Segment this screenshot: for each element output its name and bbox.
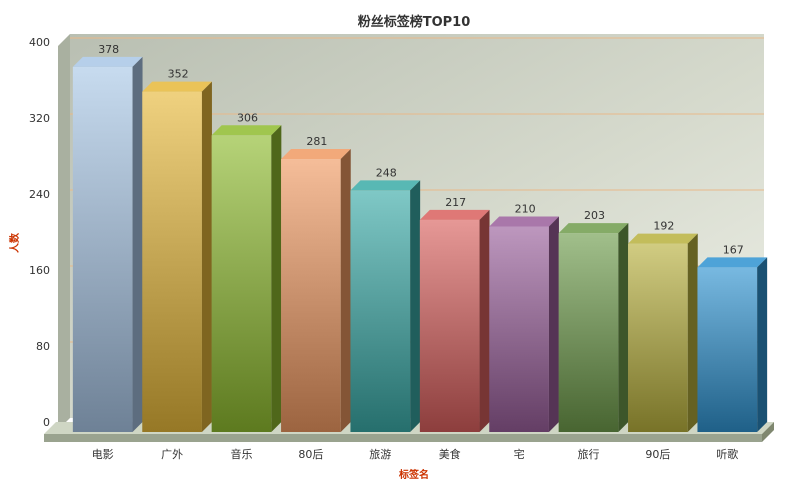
data-label: 352 [168, 68, 189, 81]
x-tick-label: 广外 [161, 448, 183, 461]
bar-side [271, 125, 282, 433]
x-tick-label: 听歌 [716, 447, 738, 461]
bar [142, 81, 212, 432]
bar-front [72, 66, 133, 433]
bar [419, 209, 490, 432]
x-tick-label: 音乐 [231, 447, 253, 461]
bar [350, 180, 421, 432]
bar-front [142, 91, 202, 432]
bar-front [350, 190, 411, 432]
bar-side [340, 149, 351, 433]
x-tick-label: 美食 [439, 447, 461, 461]
bar-front [628, 243, 688, 432]
bar-front [281, 159, 341, 433]
y-tick-label: 240 [29, 188, 50, 201]
y-axis-title: 人数 [8, 232, 21, 253]
x-tick-label: 90后 [645, 448, 670, 461]
bar-side [618, 223, 629, 432]
bar-side [687, 233, 698, 432]
data-label: 217 [445, 196, 466, 209]
bar [72, 56, 143, 433]
plot-floor-front [44, 434, 762, 442]
bar-top [419, 209, 490, 220]
bar-top [489, 216, 559, 227]
bar-front [419, 219, 480, 432]
data-label: 248 [376, 166, 397, 179]
data-label: 210 [515, 203, 536, 216]
y-tick-label: 400 [29, 36, 50, 49]
bar-top [142, 81, 212, 92]
chart-title: 粉丝标签榜TOP10 [358, 14, 471, 30]
bar [628, 233, 698, 432]
x-tick-label: 旅游 [369, 447, 391, 461]
bar-front [697, 267, 758, 432]
plot-left-wall [58, 34, 70, 430]
x-tick-label: 宅 [514, 447, 525, 461]
y-tick-label: 80 [36, 340, 50, 353]
bar-top [281, 149, 351, 160]
bar-side [410, 180, 421, 432]
bar-top [558, 223, 629, 234]
bar-top [628, 233, 698, 244]
y-tick-label: 320 [29, 112, 50, 125]
bar-front [489, 226, 549, 432]
bar [281, 149, 351, 433]
bar-top [72, 56, 143, 67]
data-label: 378 [98, 43, 119, 56]
bar-side [132, 56, 143, 433]
bar-side [757, 257, 768, 432]
x-tick-label: 80后 [298, 448, 323, 461]
bar-side [479, 209, 490, 432]
bar [211, 125, 282, 433]
x-axis-title: 标签名 [398, 468, 429, 481]
data-label: 167 [723, 243, 744, 256]
bar [558, 223, 629, 432]
bar-top [211, 125, 282, 136]
bar-side [201, 81, 212, 432]
bar-side [548, 216, 559, 432]
bar [489, 216, 559, 432]
bar [697, 257, 768, 432]
bar-top [350, 180, 421, 191]
data-label: 281 [306, 135, 327, 148]
plot-floor-side [762, 422, 774, 442]
bar-top [697, 257, 768, 268]
x-tick-label: 旅行 [578, 447, 600, 461]
y-tick-label: 160 [29, 264, 50, 277]
y-tick-label: 0 [43, 416, 50, 429]
x-tick-label: 电影 [92, 448, 114, 461]
bar-front [558, 233, 619, 432]
data-label: 192 [653, 220, 674, 233]
data-label: 306 [237, 111, 258, 124]
data-label: 203 [584, 209, 605, 222]
bar-front [211, 135, 272, 433]
